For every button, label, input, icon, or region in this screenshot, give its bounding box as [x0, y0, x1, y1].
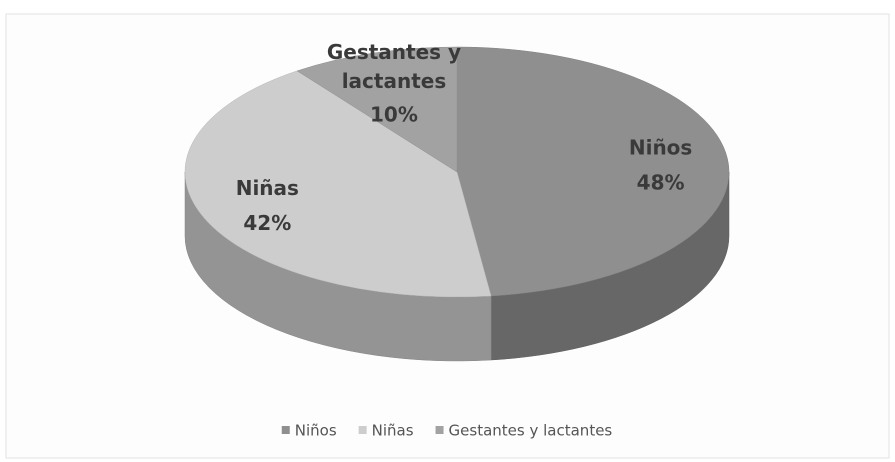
legend-swatch [358, 426, 367, 434]
data-label-name: Niños [629, 136, 692, 160]
data-label-line: Gestantes y [327, 39, 461, 63]
pie [184, 46, 730, 362]
legend-label: Niñas [372, 422, 414, 440]
data-label-value: 42% [243, 211, 291, 235]
data-label-name: Niñas [236, 176, 299, 200]
data-label-name: Gestantes y lactantes [327, 39, 461, 92]
slice [456, 46, 730, 297]
legend-swatch [435, 426, 444, 434]
slice [296, 46, 458, 173]
legend: Niños Niñas Gestantes y lactantes [281, 422, 613, 440]
data-label-line: lactantes [342, 68, 447, 92]
legend-swatch [281, 426, 290, 434]
data-labels: Niños 48% Niñas 42% Gestantes y lactantes 10% [236, 39, 693, 235]
data-label-value: 48% [637, 171, 685, 195]
data-label-value: 10% [370, 102, 418, 126]
legend-label: Gestantes y lactantes [449, 422, 613, 440]
slice [184, 70, 492, 298]
legend-label: Niños [295, 422, 337, 440]
